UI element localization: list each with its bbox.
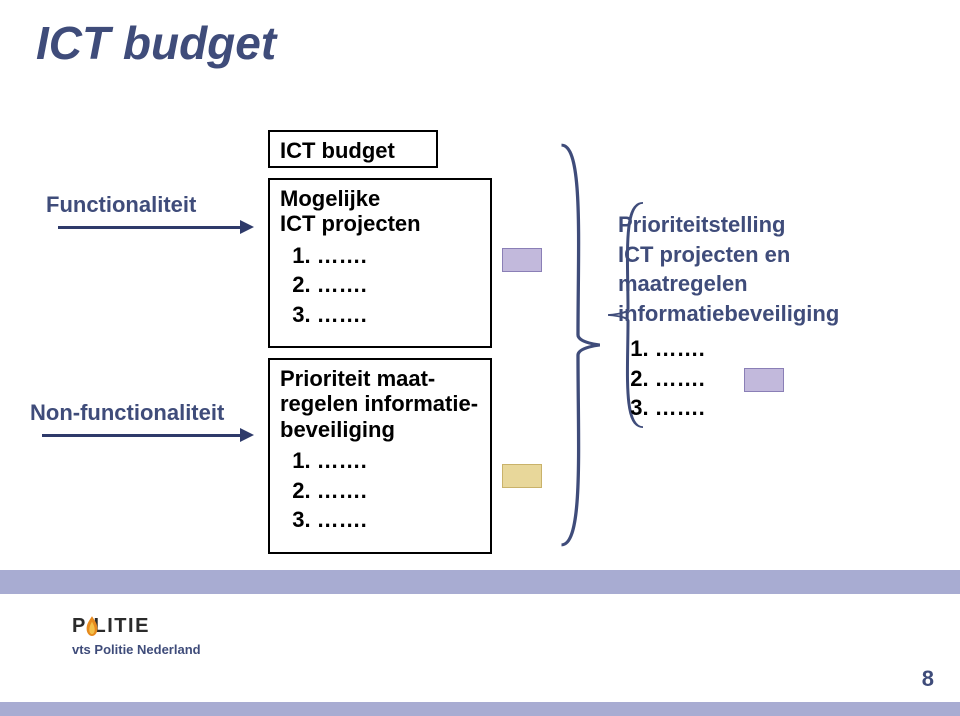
list-item: 1. ……. <box>280 241 480 271</box>
swatch-priority <box>744 368 784 392</box>
priority-line: informatiebeveiliging <box>618 299 839 329</box>
list-item: 2. ……. <box>280 270 480 300</box>
box-projects-title-l2: ICT projecten <box>280 211 480 236</box>
list-item: 1. ……. <box>618 334 705 364</box>
swatch-measures <box>502 464 542 488</box>
box-ict-budget-title: ICT budget <box>280 138 426 163</box>
box-projects: Mogelijke ICT projecten 1. ……. 2. ……. 3.… <box>268 178 492 348</box>
priority-line: maatregelen <box>618 269 839 299</box>
flame-icon <box>83 616 101 638</box>
box-projects-list: 1. ……. 2. ……. 3. ……. <box>280 241 480 330</box>
priority-text: Prioriteitstelling ICT projecten en maat… <box>618 210 839 329</box>
list-item: 2. ……. <box>618 364 705 394</box>
priority-line: Prioriteitstelling <box>618 210 839 240</box>
list-item: 3. ……. <box>280 505 480 535</box>
box-projects-title-l1: Mogelijke <box>280 186 480 211</box>
arrowhead-icon <box>240 428 254 442</box>
list-item: 2. ……. <box>280 476 480 506</box>
list-item: 3. ……. <box>618 393 705 423</box>
arrow-non-functionaliteit <box>42 434 240 437</box>
box-measures-list: 1. ……. 2. ……. 3. ……. <box>280 446 480 535</box>
priority-line: ICT projecten en <box>618 240 839 270</box>
arrowhead-icon <box>240 220 254 234</box>
politie-logo-sub: vts Politie Nederland <box>72 642 201 657</box>
footer-band-bottom <box>0 702 960 716</box>
label-functionaliteit: Functionaliteit <box>46 192 196 218</box>
page-number: 8 <box>922 666 934 692</box>
arrow-functionaliteit <box>58 226 240 229</box>
brace-left-icon <box>556 140 600 550</box>
list-item: 1. ……. <box>280 446 480 476</box>
box-ict-budget: ICT budget <box>268 130 438 168</box>
slide-title: ICT budget <box>36 16 276 70</box>
label-non-functionaliteit: Non-functionaliteit <box>30 400 224 426</box>
list-item: 3. ……. <box>280 300 480 330</box>
swatch-projects <box>502 248 542 272</box>
box-measures-title-l2: regelen informatie- <box>280 391 480 416</box>
priority-list: 1. ……. 2. ……. 3. ……. <box>618 334 705 423</box>
box-measures-title-l1: Prioriteit maat- <box>280 366 480 391</box>
footer-band-top <box>0 570 960 594</box>
box-measures: Prioriteit maat- regelen informatie- bev… <box>268 358 492 554</box>
box-measures-title-l3: beveiliging <box>280 417 480 442</box>
